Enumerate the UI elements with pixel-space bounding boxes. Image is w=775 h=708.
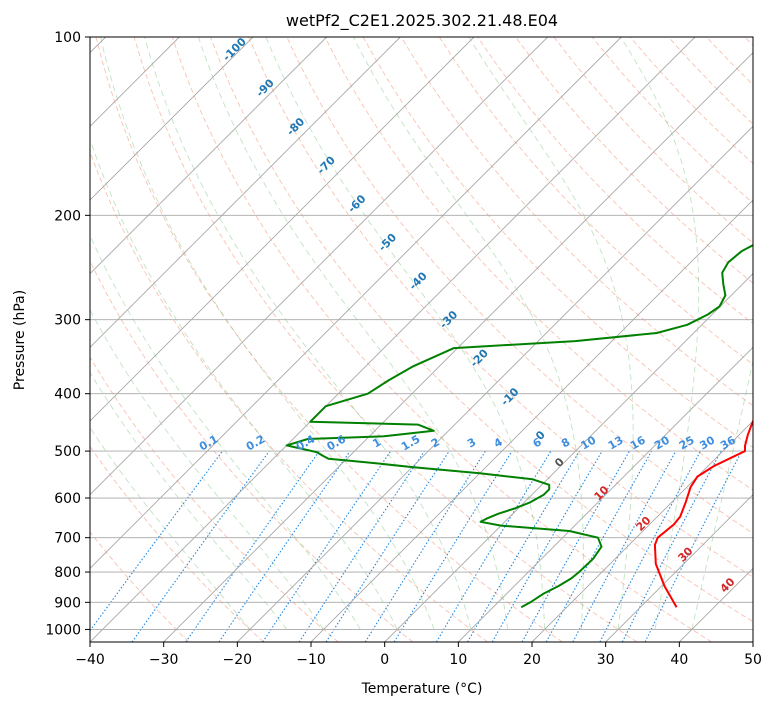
y-tick-label: 200	[54, 208, 81, 224]
profile-series-line	[285, 243, 753, 609]
dry-adiabat-line	[515, 37, 753, 284]
dry-adiabat-line	[324, 37, 753, 491]
isotherm-line	[90, 37, 327, 275]
dry-adiabat-line	[248, 37, 753, 578]
isotherm-line	[90, 37, 622, 569]
y-axis-label: Pressure (hPa)	[12, 290, 28, 390]
dry-adiabat-line	[133, 37, 638, 642]
mixing-ratio-line	[621, 450, 722, 642]
isotherm-line	[90, 37, 475, 422]
isotherm-line	[531, 420, 753, 642]
isotherm-line	[384, 273, 753, 642]
mixing-ratio-line	[644, 450, 743, 642]
moist-adiabat-line	[100, 37, 435, 630]
y-tick-label: 400	[54, 387, 81, 403]
isotherm-line	[163, 52, 753, 642]
moist-adiabat-line	[90, 308, 324, 630]
isotherm-line	[90, 37, 696, 642]
chart-title: wetPf2_C2E1.2025.302.21.48.E04	[286, 11, 558, 31]
moist-adiabat-line	[691, 358, 753, 630]
x-tick-label: 10	[449, 652, 467, 668]
x-tick-label: 0	[380, 652, 389, 668]
x-tick-label: −10	[296, 652, 326, 668]
y-axis: 100 200 300 400 500 600 700 800 900 1000	[45, 30, 90, 638]
isotherm-line	[458, 346, 753, 642]
dry-adiabat-line	[171, 37, 712, 642]
x-tick-label: 50	[744, 652, 762, 668]
isotherm-line	[90, 37, 548, 496]
mixing-ratio-line	[393, 450, 513, 642]
x-tick-label: 30	[597, 652, 615, 668]
profile-series-line	[653, 418, 753, 608]
dry-adiabat-line	[90, 150, 488, 642]
y-tick-label: 600	[54, 491, 81, 507]
profile-lines	[285, 243, 753, 609]
y-tick-label: 500	[54, 444, 81, 460]
background-lines	[90, 37, 753, 642]
mixing-ratio-line	[521, 450, 630, 642]
isotherm-line	[310, 199, 753, 642]
plot-frame	[89, 36, 754, 643]
dry-adiabat-line	[95, 37, 563, 642]
isotherm-line	[605, 494, 753, 642]
moist-adiabat-line	[90, 234, 361, 630]
x-tick-label: 40	[670, 652, 688, 668]
moist-adiabat-line	[90, 371, 288, 630]
isotherm-line	[90, 37, 254, 201]
x-axis-label: Temperature (°C)	[361, 681, 483, 697]
mixing-ratio-line	[90, 450, 223, 632]
mixing-ratio-line	[599, 450, 701, 642]
mixing-ratio-line	[572, 450, 677, 642]
y-tick-label: 300	[54, 313, 81, 329]
moist-adiabat-line	[144, 37, 472, 630]
y-tick-label: 1000	[45, 622, 81, 638]
moist-adiabat-line	[620, 37, 700, 630]
moist-adiabat-line	[352, 37, 584, 630]
isotherm-line	[237, 125, 753, 642]
moist-adiabat-line	[90, 426, 251, 630]
y-tick-label: 900	[54, 595, 81, 611]
dry-adiabat-line	[400, 37, 753, 407]
y-tick-label: 100	[54, 30, 81, 46]
x-tick-label: −40	[75, 652, 105, 668]
x-tick-label: −20	[223, 652, 253, 668]
dry-adiabat-line	[439, 37, 753, 365]
x-tick-label: 20	[523, 652, 541, 668]
mixing-ratio-line	[298, 450, 425, 642]
dry-adiabat-line	[90, 531, 190, 642]
gridlines	[90, 37, 753, 642]
x-axis: −40 −30 −20 −10 0 10 20 30 40 50	[75, 642, 762, 668]
mixing-ratio-line	[325, 450, 450, 642]
moist-adiabat-line	[468, 37, 634, 630]
dry-adiabat-line	[90, 356, 339, 642]
moist-adiabat-line	[90, 137, 398, 630]
mixing-ratio-line	[364, 450, 486, 642]
x-tick-label: −30	[149, 652, 179, 668]
mixing-ratio-line	[262, 450, 392, 642]
y-tick-label: 800	[54, 565, 81, 581]
dry-adiabat-line	[90, 445, 264, 642]
y-tick-label: 700	[54, 531, 81, 547]
dry-adiabat-line	[210, 37, 753, 623]
mixing-ratio-line	[218, 450, 351, 642]
moist-adiabat-line	[197, 37, 509, 630]
mixing-ratio-line	[185, 450, 320, 642]
mixing-ratio-line	[131, 450, 270, 642]
mixing-ratio-line	[435, 450, 552, 642]
isotherm-line	[90, 37, 401, 348]
moist-adiabat-line	[265, 37, 546, 630]
